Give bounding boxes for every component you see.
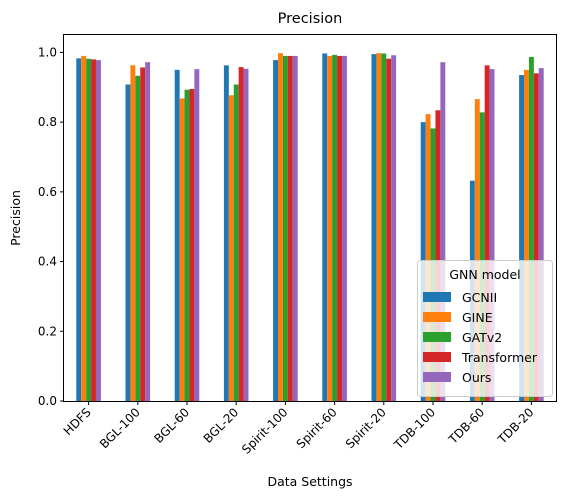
bar-transformer-spirit-20 <box>386 58 392 401</box>
y-axis-label: Precision <box>8 190 23 246</box>
bar-gcnii-spirit-60 <box>322 53 328 401</box>
legend-title: GNN model <box>449 267 520 282</box>
bar-gcnii-bgl-60 <box>174 69 180 402</box>
x-tick-label: Spirit-100 <box>239 405 290 456</box>
bar-transformer-bgl-100 <box>140 67 146 402</box>
y-tick-label: 0.4 <box>38 255 57 269</box>
legend-box <box>417 260 553 397</box>
x-tick-label: Spirit-20 <box>343 405 389 451</box>
bar-gine-spirit-60 <box>327 55 333 401</box>
chart-title: Precision <box>278 11 343 27</box>
legend-swatch-ours <box>423 372 451 382</box>
bar-ours-tdb-60 <box>489 69 495 401</box>
bar-gcnii-tdb-20 <box>519 75 525 401</box>
bar-transformer-hdfs <box>91 59 96 402</box>
bar-gatv2-bgl-20 <box>233 84 239 401</box>
bar-transformer-spirit-60 <box>337 55 342 401</box>
y-axis: 0.0 0.2 0.4 0.6 0.8 1.0 <box>38 45 64 408</box>
bar-gine-bgl-60 <box>179 98 185 401</box>
legend-label-gine: GINE <box>462 310 493 325</box>
x-tick-label: HDFS <box>61 405 94 438</box>
bar-ours-bgl-100 <box>145 62 151 401</box>
bar-gatv2-bgl-60 <box>184 89 190 401</box>
y-tick-label: 0.0 <box>38 394 57 408</box>
bar-gine-hdfs <box>81 55 87 401</box>
legend-label-gatv2: GATv2 <box>462 330 502 345</box>
legend-swatch-gcnii <box>423 292 451 302</box>
bar-gcnii-spirit-20 <box>371 54 377 402</box>
bar-gatv2-tdb-60 <box>479 112 485 401</box>
bar-gatv2-hdfs <box>86 58 92 401</box>
bar-transformer-tdb-20 <box>533 73 539 401</box>
bar-gine-tdb-60 <box>474 99 480 401</box>
bar-transformer-bgl-60 <box>189 89 195 401</box>
bar-gcnii-bgl-100 <box>125 84 131 401</box>
bar-gatv2-spirit-60 <box>332 54 338 402</box>
bar-gcnii-hdfs <box>76 58 82 401</box>
x-tick-label: TDB-100 <box>391 405 438 452</box>
bar-gatv2-spirit-20 <box>381 53 387 401</box>
legend-swatch-gatv2 <box>423 332 451 342</box>
legend-label-gcnii: GCNII <box>462 290 497 305</box>
legend-swatch-gine <box>423 312 451 322</box>
legend-label-ours: Ours <box>462 370 491 385</box>
bar-ours-tdb-100 <box>440 62 446 401</box>
bar-transformer-spirit-100 <box>287 55 293 401</box>
bar-gatv2-tdb-20 <box>528 56 534 402</box>
plot-frame <box>63 34 557 402</box>
bar-gatv2-spirit-100 <box>282 55 288 401</box>
bar-ours-tdb-20 <box>538 68 544 402</box>
bar-ours-spirit-20 <box>391 55 397 401</box>
bar-gcnii-bgl-20 <box>223 65 229 401</box>
bar-ours-bgl-60 <box>194 69 200 401</box>
bar-transformer-tdb-100 <box>435 110 441 401</box>
bar-ours-hdfs <box>95 60 101 401</box>
bar-ours-spirit-100 <box>292 55 298 401</box>
bar-gine-spirit-100 <box>278 53 283 401</box>
x-tick-label: Spirit-60 <box>294 405 340 451</box>
x-tick-label: BGL-20 <box>201 405 242 446</box>
bar-ours-bgl-20 <box>243 68 249 401</box>
bar-gine-spirit-20 <box>376 53 382 401</box>
bar-gcnii-spirit-100 <box>273 60 279 401</box>
bar-gine-tdb-20 <box>524 69 529 402</box>
bar-gine-bgl-100 <box>130 65 136 401</box>
legend-entries: GCNII GINE GATv2 Transformer Ours <box>423 290 538 385</box>
y-tick-label: 0.8 <box>38 115 57 129</box>
bar-gatv2-bgl-100 <box>135 75 141 401</box>
bar-gine-bgl-20 <box>228 95 234 402</box>
bar-transformer-tdb-60 <box>484 65 490 401</box>
x-tick-label: TDB-20 <box>495 405 537 447</box>
bars-layer <box>76 53 544 402</box>
y-tick-label: 0.6 <box>38 185 57 199</box>
x-tick-label: BGL-60 <box>152 405 193 446</box>
bar-transformer-bgl-20 <box>238 67 244 401</box>
legend: GNN model GCNII GINE GATv2 Transformer Ours <box>417 260 553 397</box>
x-tick-label: BGL-100 <box>97 405 143 451</box>
bar-ours-spirit-60 <box>341 55 347 401</box>
x-tick-label: TDB-60 <box>445 405 487 447</box>
bar-gine-tdb-100 <box>425 114 431 401</box>
x-axis-label: Data Settings <box>267 474 352 489</box>
legend-label-transformer: Transformer <box>461 350 538 365</box>
y-tick-label: 0.2 <box>38 324 57 338</box>
legend-swatch-transformer <box>423 352 451 362</box>
y-tick-label: 1.0 <box>38 45 57 59</box>
